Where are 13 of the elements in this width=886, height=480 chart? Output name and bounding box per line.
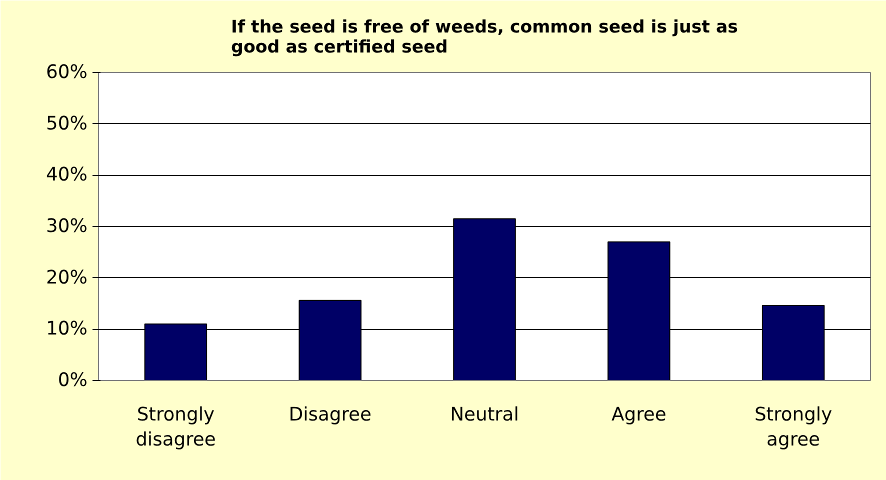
y-tick-label: 0%: [58, 370, 88, 391]
x-tick-label: Disagree: [288, 404, 372, 426]
x-tick-label: Strongly disagree: [136, 404, 216, 451]
x-tick-label: Agree: [611, 404, 666, 426]
y-tick-label: 20%: [46, 267, 88, 288]
y-tick-label: 30%: [46, 216, 88, 237]
y-tick-label: 40%: [46, 164, 88, 186]
chart-title: If the seed is free of weeds, common seed is just as good as certified seed: [231, 18, 738, 58]
x-tick-label: Strongly agree: [754, 404, 832, 451]
y-tick-label: 60%: [46, 62, 88, 83]
y-tick-label: 50%: [46, 113, 88, 134]
y-tick-label: 10%: [46, 318, 88, 340]
x-tick-label: Neutral: [450, 404, 519, 426]
